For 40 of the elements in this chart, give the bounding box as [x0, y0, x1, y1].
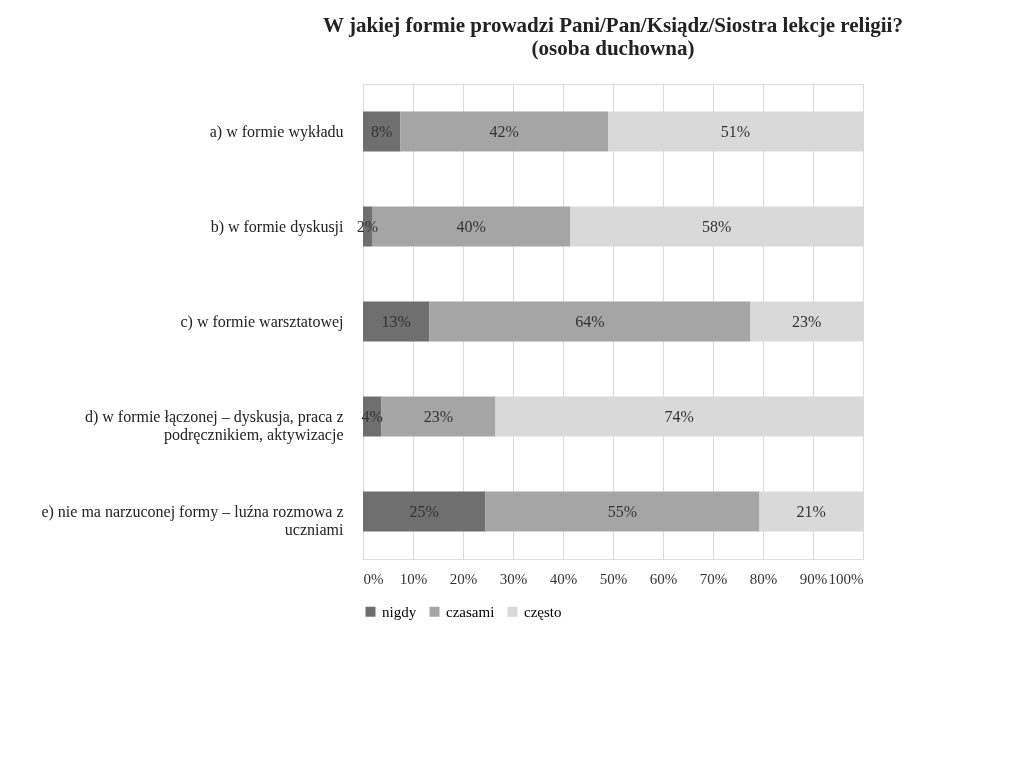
- bar: [485, 491, 760, 532]
- data-label: 58%: [702, 217, 732, 235]
- x-tick-label: 40%: [549, 570, 578, 587]
- x-tick-label: 80%: [749, 570, 778, 587]
- legend-label: czasami: [446, 603, 495, 620]
- chart-title: W jakiej formie prowadzi Pani/Pan/Ksiądz/Siostra lekcje religii? (osoba duchowna): [323, 13, 903, 60]
- data-label: 8%: [371, 122, 393, 140]
- data-label: 23%: [423, 407, 454, 425]
- bar: [400, 111, 608, 152]
- bar: [381, 396, 496, 437]
- data-label: 64%: [575, 312, 605, 330]
- x-tick-label: 90%: [799, 570, 828, 587]
- bar: [363, 491, 486, 532]
- bar: [363, 301, 430, 342]
- x-tick-label: 20%: [449, 570, 478, 587]
- data-label: 13%: [381, 312, 411, 330]
- data-label: 25%: [409, 502, 439, 520]
- y-tick-label: e) nie ma narzuconej formy – luźna rozmowa z uczniami: [41, 502, 345, 538]
- y-tick-label: b) w formie dyskusji: [210, 217, 345, 236]
- x-tick-label: 60%: [649, 570, 678, 587]
- legend-label: nigdy: [382, 603, 417, 620]
- data-label: 23%: [792, 312, 822, 330]
- y-tick-label: a) w formie wykładu: [209, 122, 344, 141]
- x-tick-label: 70%: [699, 570, 728, 587]
- y-tick-label: d) w formie łączonej – dyskusja, praca z podręcznikiem, aktywizacje: [84, 407, 344, 444]
- bar: [429, 301, 751, 342]
- x-tick-label: 100%: [828, 570, 864, 587]
- x-tick-label: 30%: [499, 570, 528, 587]
- data-label: 21%: [796, 502, 826, 520]
- bar: [363, 111, 401, 152]
- y-tick-label: c) w formie warsztatowej: [180, 312, 344, 331]
- x-tick-label: 50%: [599, 570, 628, 587]
- data-label: 55%: [607, 502, 638, 520]
- x-tick-label: 0%: [363, 570, 384, 587]
- data-label: 51%: [720, 122, 751, 140]
- data-label: 40%: [456, 217, 486, 235]
- x-tick-label: 10%: [399, 570, 428, 587]
- legend-label: często: [524, 603, 562, 620]
- data-label: 74%: [664, 407, 694, 425]
- data-label: 42%: [489, 122, 519, 140]
